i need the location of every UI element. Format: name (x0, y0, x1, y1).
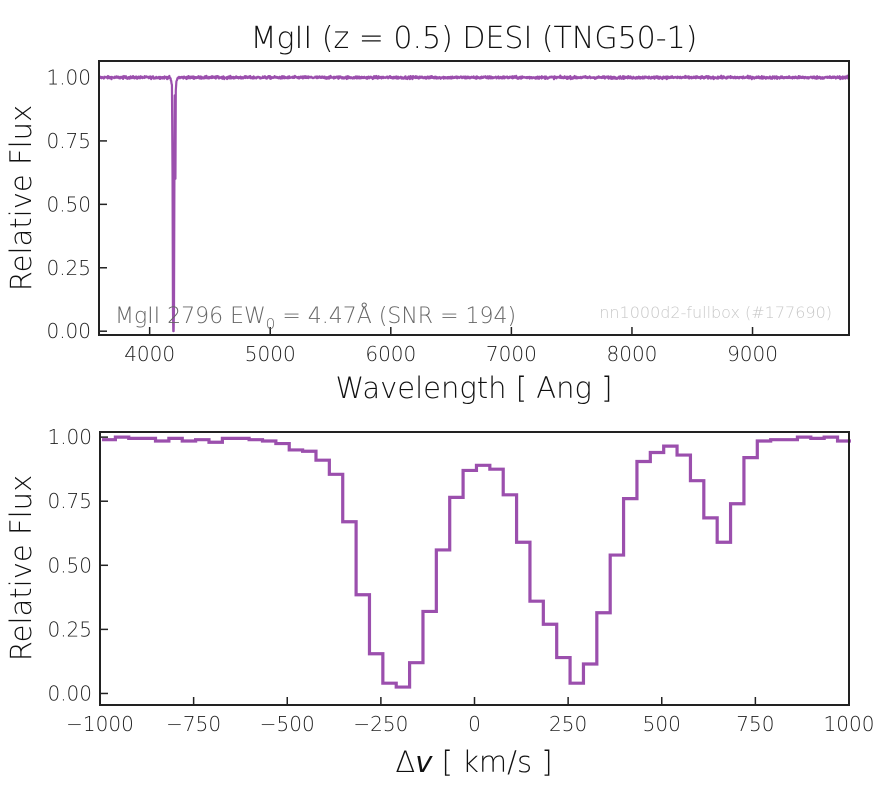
x-tick-label: 6000 (365, 342, 416, 366)
ew-annotation: MgII 2796 EW0 = 4.47Å (SNR = 194) (115, 303, 516, 333)
y-tick-label: 0.75 (46, 129, 91, 153)
x-tick-label: −250 (353, 712, 408, 736)
y-tick-label: 0.00 (47, 681, 92, 705)
bottom-y-axis-label: Relative Flux (4, 475, 38, 661)
y-tick-label: 0.75 (47, 489, 92, 513)
bottom-axes-frame (99, 431, 850, 706)
velocity-symbol: v (415, 745, 433, 779)
y-tick-label: 0.50 (46, 192, 91, 216)
x-tick-label: 750 (736, 712, 774, 736)
ew-annotation-prefix: MgII 2796 EW (115, 304, 266, 329)
top-plot-area (98, 74, 850, 333)
x-tick-label: 7000 (486, 342, 537, 366)
x-tick-label: 9000 (727, 342, 778, 366)
top-panel: 4000 5000 6000 7000 8000 9000 0.00 0.25 0.50 0.75… (4, 60, 850, 405)
ew-annotation-suffix: = 4.47Å (SNR = 194) (275, 303, 516, 329)
top-x-axis-label: Wavelength [ Ang ] (336, 371, 613, 405)
top-ticks: 4000 5000 6000 7000 8000 9000 0.00 0.25 0.50 0.75… (46, 65, 778, 366)
chart-title: MgII (z = 0.5) DESI (TNG50-1) (251, 21, 698, 56)
bottom-x-axis-label: Δv [ km/s ] (395, 745, 552, 779)
x-tick-label: −1000 (66, 712, 134, 736)
x-tick-label: 8000 (607, 342, 658, 366)
y-tick-label: 0.25 (46, 256, 91, 280)
velocity-profile-steps (102, 435, 851, 689)
y-tick-label: 0.00 (46, 319, 91, 343)
x-tick-label: −750 (166, 712, 221, 736)
x-tick-label: 4000 (124, 342, 175, 366)
bottom-plot-area (102, 435, 851, 689)
ew-annotation-subscript: 0 (266, 315, 276, 333)
y-tick-label: 0.50 (47, 553, 92, 577)
y-tick-label: 0.25 (47, 617, 92, 641)
x-tick-label: 250 (549, 712, 587, 736)
x-tick-label: −500 (260, 712, 315, 736)
bottom-panel: −1000 −750 −500 −250 0 250 500 750 1000 0.00 0.25 0… (4, 425, 874, 779)
velocity-unit: [ km/s ] (432, 745, 552, 779)
delta-symbol: Δ (395, 745, 415, 779)
top-axes-frame (98, 60, 850, 336)
y-tick-label: 1.00 (47, 425, 92, 449)
x-tick-label: 500 (643, 712, 681, 736)
bottom-ticks: −1000 −750 −500 −250 0 250 500 750 1000 0.00 0.25 0… (47, 425, 874, 736)
x-tick-label: 0 (468, 712, 481, 736)
top-y-axis-label: Relative Flux (4, 105, 38, 291)
x-tick-label: 5000 (245, 342, 296, 366)
y-tick-label: 1.00 (46, 65, 91, 89)
spectrum-line (98, 74, 850, 333)
simulation-watermark: nn1000d2-fullbox (#177690) (599, 303, 832, 322)
x-tick-label: 1000 (824, 712, 875, 736)
